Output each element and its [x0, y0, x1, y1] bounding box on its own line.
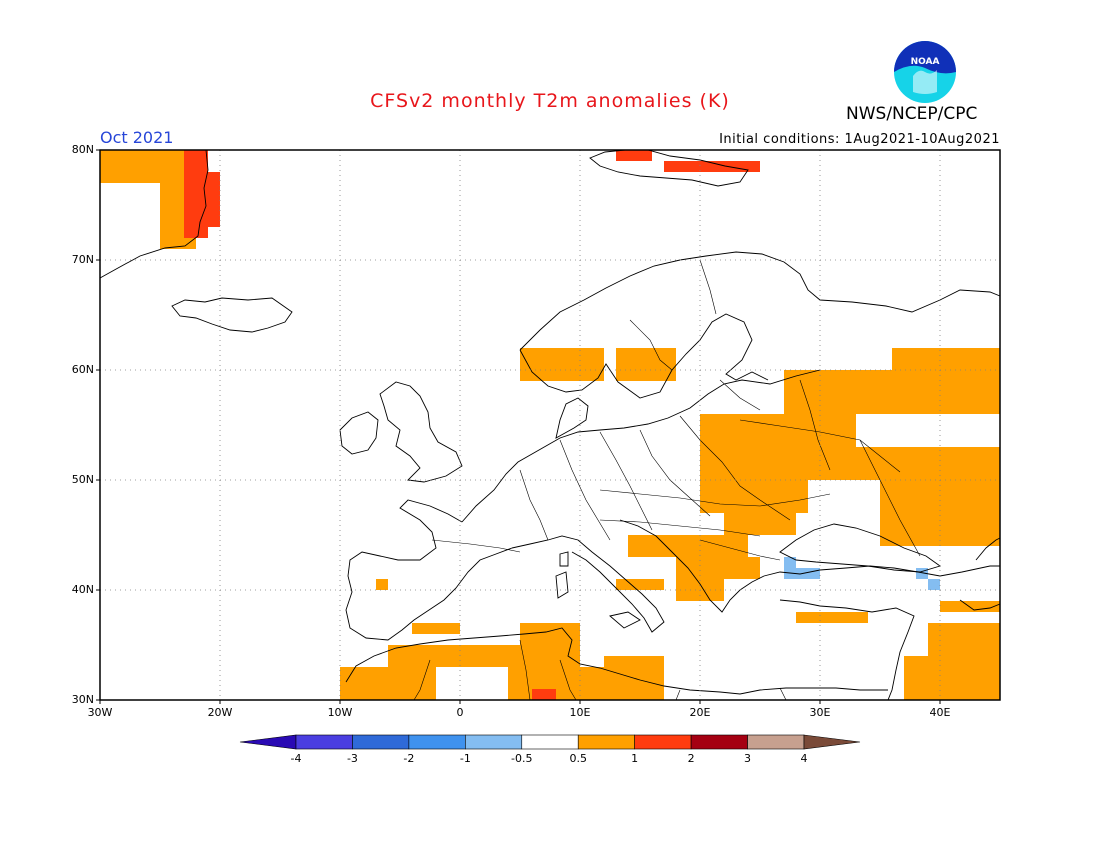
colorbar-swatch	[521, 734, 579, 750]
longitude-label: 30E	[809, 706, 831, 719]
longitude-label: 0	[456, 706, 464, 719]
noaa-logo-text: NOAA	[911, 57, 940, 67]
colorbar-swatch	[465, 734, 523, 750]
latitude-label: 80N	[71, 143, 94, 156]
anomaly-cell	[928, 579, 940, 590]
coastlines	[99, 149, 1001, 701]
colorbar-tick-label: -0.5	[511, 752, 533, 765]
anomaly-cell	[700, 414, 856, 447]
anomaly-cell	[664, 161, 760, 172]
latitude-label: 40N	[71, 583, 94, 596]
anomaly-cell	[628, 535, 748, 557]
map-frame	[99, 149, 1001, 701]
anomaly-cell	[616, 579, 664, 590]
anomaly-cell	[616, 348, 676, 381]
agency-label: NWS/NCEP/CPC	[846, 104, 978, 124]
anomaly-cell	[412, 623, 460, 634]
colorbar-swatch	[690, 734, 748, 750]
anomaly-cell	[376, 579, 388, 590]
colorbar-tick-label: 0.5	[569, 752, 587, 765]
colorbar-upper-extension	[803, 734, 861, 750]
anomaly-cell	[340, 667, 436, 700]
longitude-label: 10E	[569, 706, 591, 719]
anomaly-cell	[520, 623, 580, 667]
longitude-label: 20W	[207, 706, 233, 719]
colorbar-swatch	[634, 734, 692, 750]
longitude-label: 20E	[689, 706, 711, 719]
colorbar-tick-label: 2	[687, 752, 695, 765]
colorbar-tick-label: 3	[744, 752, 752, 765]
latitude-label: 70N	[71, 253, 94, 266]
borders	[413, 259, 921, 701]
anomaly-cell	[796, 568, 820, 579]
longitude-label: 40E	[929, 706, 951, 719]
anomaly-cell	[388, 645, 520, 667]
colorbar-tick-label: -3	[346, 752, 358, 765]
anomaly-cell	[520, 348, 604, 381]
colorbar-tick-label: -1	[459, 752, 471, 765]
anomaly-cell	[196, 172, 220, 227]
anomaly-cell	[916, 568, 928, 579]
latitude-label: 50N	[71, 473, 94, 486]
anomaly-cell	[724, 491, 796, 535]
anomaly-cell	[940, 601, 1000, 612]
anomaly-cell	[796, 612, 868, 623]
anomaly-cell	[880, 447, 1000, 546]
anomaly-cell	[616, 150, 652, 161]
colorbar-tick-label: -4	[290, 752, 302, 765]
lat-lon-gridlines	[100, 150, 1000, 700]
map-title: CFSv2 monthly T2m anomalies (K)	[370, 90, 730, 112]
colorbar-swatch	[577, 734, 635, 750]
anomaly-cell	[712, 557, 760, 579]
anomaly-cells	[100, 150, 1000, 700]
anomaly-cell	[892, 348, 1000, 414]
forecast-month-label: Oct 2021	[100, 128, 174, 147]
latitude-label: 60N	[71, 363, 94, 376]
colorbar-tick-label: 4	[800, 752, 808, 765]
noaa-logo-icon: NOAA	[894, 41, 956, 103]
longitude-label: 30W	[87, 706, 113, 719]
colorbar-tick-label: -2	[403, 752, 415, 765]
latitude-label: 30N	[71, 693, 94, 706]
anomaly-cell	[532, 689, 556, 700]
colorbar-tick-label: 1	[631, 752, 639, 765]
anomaly-cell	[100, 150, 196, 183]
colorbar-swatch	[747, 734, 805, 750]
longitude-label: 10W	[327, 706, 353, 719]
colorbar-lower-extension	[239, 734, 297, 750]
colorbar-swatch	[408, 734, 466, 750]
colorbar-swatch	[295, 734, 353, 750]
colorbar-swatch	[352, 734, 410, 750]
initial-conditions-label: Initial conditions: 1Aug2021-10Aug2021	[719, 132, 1000, 147]
